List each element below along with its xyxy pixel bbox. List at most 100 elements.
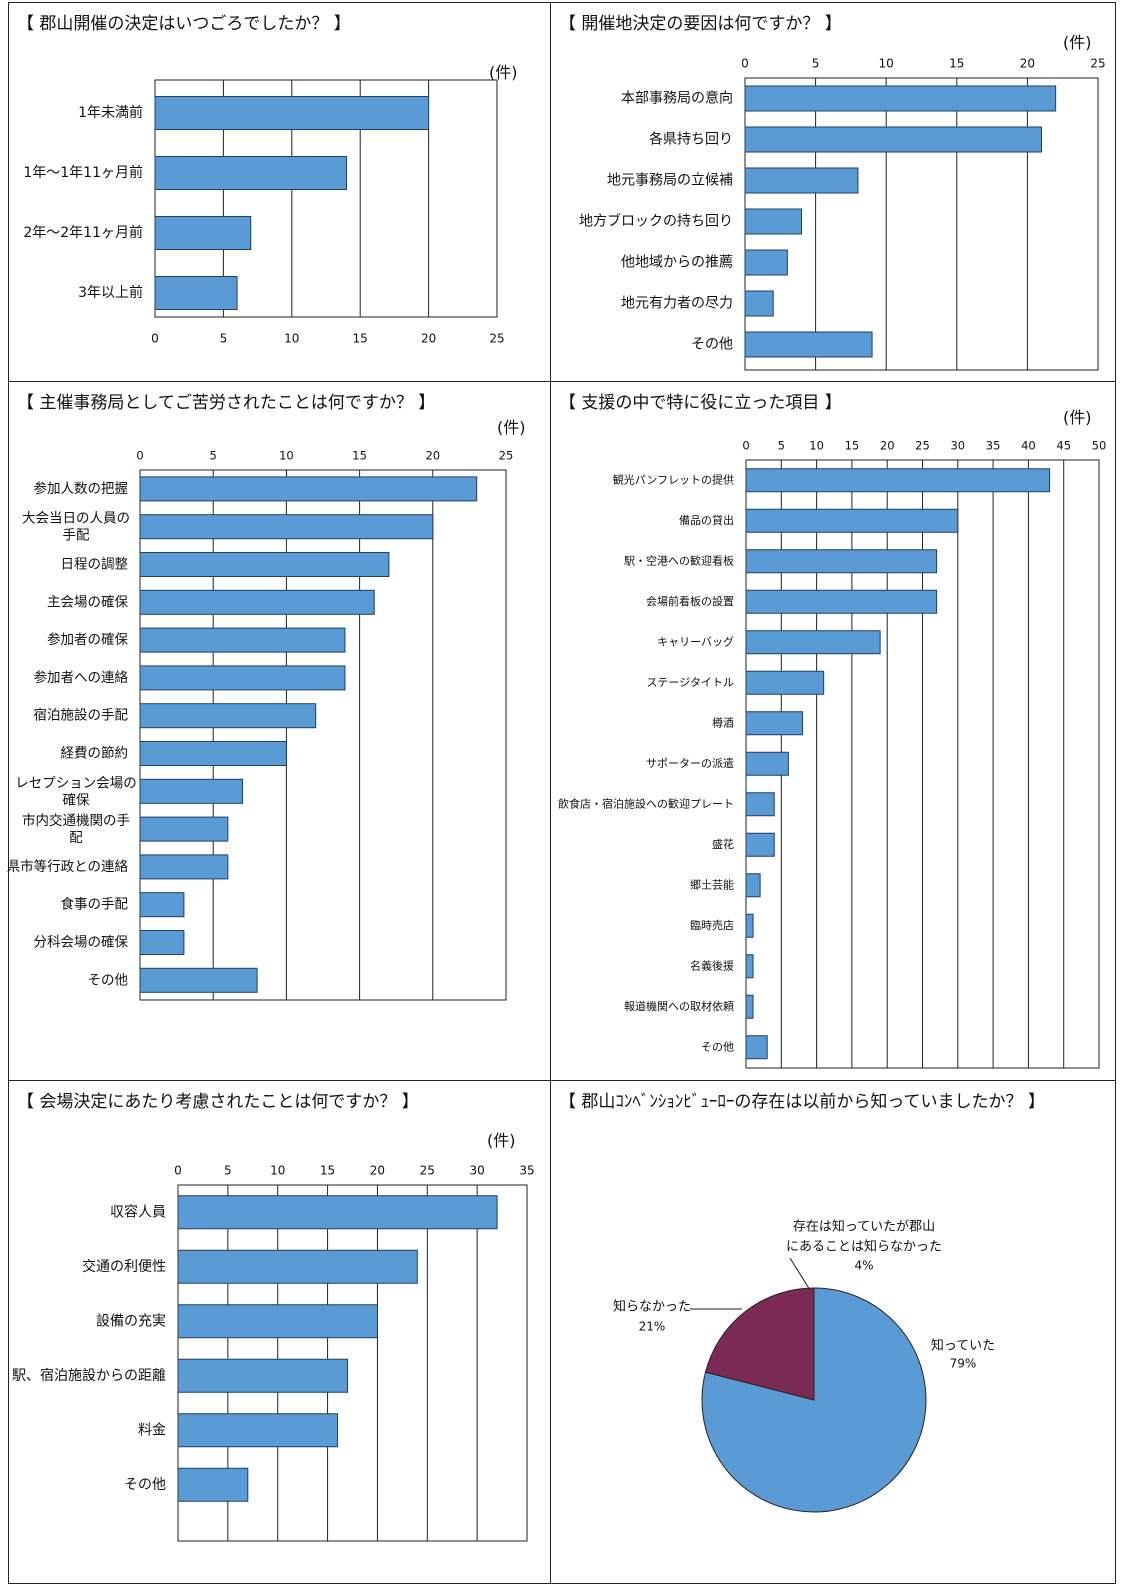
category-label: 分科会場の確保 bbox=[34, 935, 129, 951]
tick-label: 0 bbox=[136, 449, 143, 463]
tick-label: 35 bbox=[519, 1164, 534, 1178]
category-label: 主会場の確保 bbox=[47, 594, 128, 610]
category-label: 本部事務局の意向 bbox=[621, 90, 733, 107]
category-label: 盛花 bbox=[712, 837, 734, 851]
category-label: 交通の利便性 bbox=[82, 1258, 166, 1275]
category-label: 名義後援 bbox=[690, 958, 734, 972]
tick-label: 0 bbox=[174, 1164, 182, 1178]
plot-area bbox=[139, 469, 507, 1001]
bar bbox=[177, 1195, 498, 1230]
tick-label: 20 bbox=[880, 439, 895, 453]
bar bbox=[139, 476, 478, 502]
category-label: 食事の手配 bbox=[61, 896, 129, 913]
category-label: その他 bbox=[88, 972, 129, 988]
category-label: 会場前看板の設置 bbox=[646, 594, 734, 608]
bar bbox=[745, 792, 775, 817]
tick-label: 20 bbox=[370, 1164, 385, 1178]
category-label: 地元事務局の立候補 bbox=[607, 173, 733, 189]
bar bbox=[139, 589, 375, 615]
pie-label: 知っていた bbox=[931, 1338, 995, 1354]
category-label: 参加人数の把握 bbox=[34, 480, 129, 497]
tick-label: 10 bbox=[270, 1164, 285, 1178]
pie-value: 4% bbox=[854, 1259, 873, 1273]
category-label: 大会当日の人員の手配 bbox=[22, 511, 130, 544]
category-label: 郷土芸能 bbox=[690, 877, 734, 891]
bar bbox=[139, 514, 434, 540]
category-label: ステージタイトル bbox=[646, 676, 734, 689]
bar bbox=[745, 630, 881, 655]
bar bbox=[745, 954, 754, 979]
tick-label: 5 bbox=[210, 449, 217, 463]
leader-line bbox=[789, 1257, 811, 1291]
bar bbox=[154, 156, 348, 190]
tick-label: 50 bbox=[1092, 439, 1107, 453]
tick-label: 25 bbox=[1090, 57, 1105, 71]
category-label: 1年未満前 bbox=[78, 104, 143, 121]
bar bbox=[139, 552, 390, 577]
bar bbox=[745, 873, 761, 898]
category-label: 飲食店・宿泊施設への歓迎プレート bbox=[558, 796, 734, 810]
panel-title: 【 郡山ｺﾝﾍﾞﾝｼｮﾝﾋﾞｭｰﾛｰの存在は以前から知っていましたか？ 】 bbox=[559, 1092, 1045, 1112]
category-label: 3年以上前 bbox=[78, 284, 143, 301]
pie-slice-did-not-know bbox=[704, 1287, 815, 1401]
bar bbox=[745, 751, 789, 776]
panel-title: 【 郡山開催の決定はいつごろでしたか？ 】 bbox=[17, 14, 351, 34]
bar bbox=[154, 96, 430, 130]
bar bbox=[745, 508, 959, 533]
bar bbox=[139, 703, 317, 729]
tick-label: 15 bbox=[949, 57, 964, 71]
tick-label: 0 bbox=[742, 439, 749, 453]
bar bbox=[745, 913, 754, 938]
bar bbox=[745, 549, 938, 574]
bar bbox=[744, 331, 873, 358]
category-label: 参加者への連絡 bbox=[34, 669, 129, 686]
unit-label: (件) bbox=[487, 1131, 516, 1150]
bar bbox=[177, 1249, 418, 1284]
panel-title: 【 開催地決定の要因は何ですか？ 】 bbox=[559, 14, 842, 34]
pie-value: 21% bbox=[639, 1320, 666, 1334]
bar bbox=[745, 832, 775, 857]
tick-label: 25 bbox=[915, 439, 930, 453]
bar bbox=[745, 994, 754, 1019]
unit-label: (件) bbox=[1063, 408, 1092, 427]
tick-label: 30 bbox=[470, 1164, 485, 1178]
category-label: 県市等行政との連絡 bbox=[7, 858, 129, 875]
category-label: 宿泊施設の手配 bbox=[34, 707, 129, 724]
unit-label: (件) bbox=[497, 418, 526, 437]
tick-label: 5 bbox=[224, 1164, 232, 1178]
bar bbox=[139, 892, 185, 918]
category-label: その他 bbox=[691, 337, 733, 353]
pie-label: にあることは知らなかった bbox=[786, 1239, 942, 1255]
tick-label: 25 bbox=[420, 1164, 435, 1178]
category-label: 1年～1年11ヶ月前 bbox=[23, 164, 143, 181]
tick-label: 10 bbox=[284, 332, 299, 346]
bar bbox=[744, 126, 1043, 153]
category-label: 臨時売店 bbox=[690, 918, 734, 932]
tick-label: 0 bbox=[741, 57, 749, 71]
tick-label: 35 bbox=[986, 439, 1001, 453]
bar bbox=[744, 85, 1057, 112]
category-label: 料金 bbox=[138, 1422, 166, 1438]
tick-label: 10 bbox=[279, 449, 294, 463]
tick-label: 25 bbox=[489, 332, 504, 346]
category-label: 設備の充実 bbox=[96, 1313, 166, 1329]
unit-label: (件) bbox=[1063, 33, 1092, 52]
bar bbox=[745, 1035, 768, 1060]
category-label: レセプション会場の確保 bbox=[15, 775, 137, 808]
bar bbox=[745, 468, 1051, 493]
category-label: 地方ブロックの持ち回り bbox=[579, 213, 733, 230]
category-label: 駅・空港への歓迎看板 bbox=[624, 553, 734, 567]
bar bbox=[177, 1304, 378, 1339]
bar bbox=[139, 967, 258, 993]
category-label: 参加者の確保 bbox=[47, 631, 128, 648]
category-label: 地元有力者の尽力 bbox=[621, 296, 733, 312]
tick-label: 25 bbox=[499, 449, 514, 463]
bar bbox=[139, 854, 229, 880]
tick-label: 5 bbox=[778, 439, 785, 453]
tick-label: 20 bbox=[425, 449, 440, 463]
tick-label: 15 bbox=[352, 449, 367, 463]
bar bbox=[744, 167, 859, 194]
bar bbox=[744, 208, 802, 235]
category-label: 樽酒 bbox=[712, 715, 734, 729]
category-label: 各県持ち回り bbox=[649, 132, 733, 148]
